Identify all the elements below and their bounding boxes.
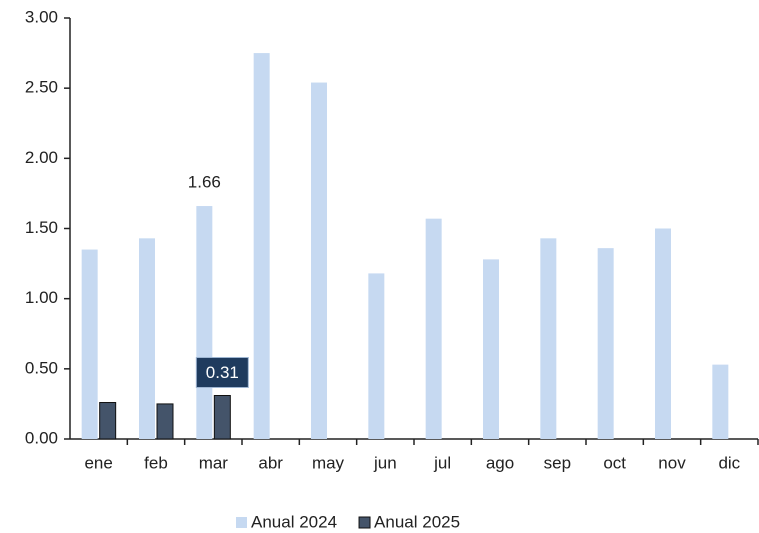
bar bbox=[483, 259, 499, 439]
bar bbox=[655, 228, 671, 439]
bar bbox=[81, 249, 98, 439]
bar bbox=[253, 53, 270, 439]
bar bbox=[368, 273, 385, 439]
y-tick-label: 1.00 bbox=[25, 288, 58, 307]
legend-swatch bbox=[358, 516, 371, 529]
y-tick-label: 2.00 bbox=[25, 148, 58, 167]
data-label: 1.66 bbox=[188, 173, 221, 192]
x-tick-label: mar bbox=[199, 453, 229, 472]
bar bbox=[139, 238, 155, 439]
data-label-box bbox=[195, 356, 249, 388]
x-tick-label: oct bbox=[603, 453, 626, 472]
legend-label: Anual 2025 bbox=[374, 512, 460, 531]
bar bbox=[213, 394, 231, 440]
data-label: 0.31 bbox=[206, 363, 239, 382]
legend-swatch bbox=[236, 517, 247, 528]
x-tick-label: sep bbox=[544, 453, 571, 472]
y-tick-label: 2.50 bbox=[25, 78, 58, 97]
bar bbox=[311, 82, 327, 439]
bar bbox=[196, 206, 213, 439]
x-tick-label: nov bbox=[658, 453, 686, 472]
bar bbox=[99, 402, 117, 440]
y-tick-label: 1.50 bbox=[25, 218, 58, 237]
x-tick-label: feb bbox=[144, 453, 168, 472]
y-tick-label: 0.00 bbox=[25, 428, 58, 447]
bar bbox=[540, 238, 557, 439]
bar bbox=[156, 403, 174, 440]
x-tick-label: ene bbox=[84, 453, 112, 472]
bar bbox=[597, 248, 614, 439]
x-tick-label: ago bbox=[486, 453, 514, 472]
x-tick-label: jun bbox=[373, 453, 397, 472]
bar bbox=[712, 364, 729, 439]
bar bbox=[425, 218, 442, 439]
x-tick-label: dic bbox=[718, 453, 740, 472]
x-tick-label: may bbox=[312, 453, 345, 472]
y-tick-label: 0.50 bbox=[25, 358, 58, 377]
x-tick-label: abr bbox=[258, 453, 283, 472]
y-tick-label: 3.00 bbox=[25, 7, 58, 26]
x-tick-label: jul bbox=[433, 453, 451, 472]
legend-label: Anual 2024 bbox=[251, 512, 337, 531]
